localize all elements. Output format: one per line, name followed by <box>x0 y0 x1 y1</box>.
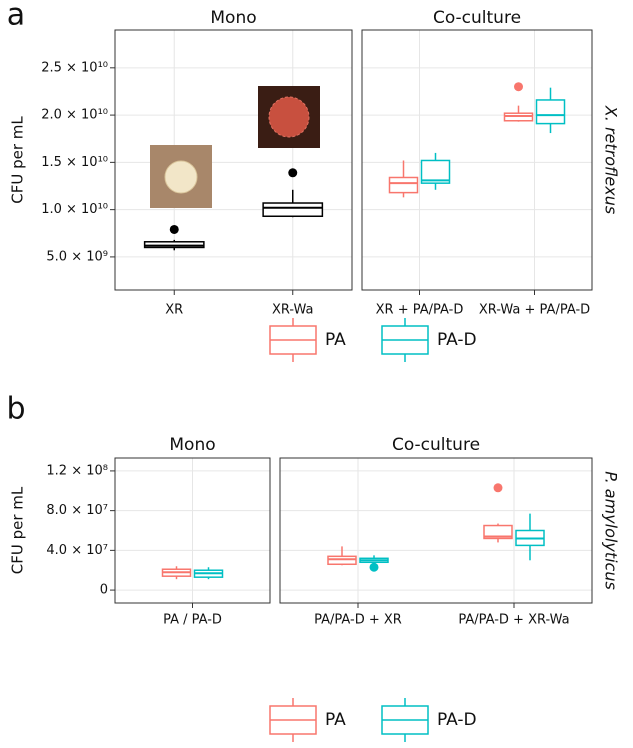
y-tick-label: 4.0 × 10⁷ <box>46 543 108 558</box>
panel-a-photos <box>150 86 320 208</box>
box <box>535 99 566 125</box>
colony <box>268 96 310 138</box>
facet-border <box>279 457 593 604</box>
x-tick-label: XR-Wa + PA/PA-D <box>479 303 590 318</box>
y-axis-title: CFU per mL <box>9 116 27 204</box>
panel-label: a <box>7 0 25 33</box>
box <box>388 176 419 194</box>
y-tick-label: 1.5 × 10¹⁰ <box>41 155 108 170</box>
colony <box>164 160 198 194</box>
facet-title: Co-culture <box>433 8 521 28</box>
x-tick-label: PA/PA-D + XR-Wa <box>458 613 569 628</box>
y-axis-title: CFU per mL <box>9 486 27 574</box>
x-tick-label: PA / PA-D <box>163 613 222 628</box>
y-tick-label: 8.0 × 10⁷ <box>46 503 108 518</box>
y-tick-label: 0 <box>100 583 108 598</box>
row-label: P. amylolyticus <box>602 471 621 590</box>
outlier <box>514 82 523 92</box>
panel-label: b <box>6 392 25 427</box>
y-tick-label: 1.2 × 10⁸ <box>46 463 108 478</box>
y-tick-label: 2.0 × 10¹⁰ <box>41 108 108 123</box>
outlier <box>288 168 298 178</box>
y-tick-label: 2.5 × 10¹⁰ <box>41 60 108 75</box>
facet-title: Mono <box>210 8 256 28</box>
x-tick-label: XR <box>165 303 183 318</box>
y-tick-label: 1.0 × 10¹⁰ <box>41 202 108 217</box>
legend-label: PA-D <box>437 710 477 730</box>
legend-label: PA <box>325 330 346 350</box>
legend-label: PA <box>325 710 346 730</box>
facet-border <box>361 29 593 291</box>
facet-title: Co-culture <box>392 435 480 455</box>
box <box>420 159 451 184</box>
facet-title: Mono <box>169 435 215 455</box>
x-tick-label: XR-Wa <box>272 303 314 318</box>
facet-border <box>114 457 271 604</box>
x-tick-label: PA/PA-D + XR <box>314 613 402 628</box>
row-label: X. retroflexus <box>602 105 621 214</box>
box <box>262 202 324 218</box>
y-tick-label: 5.0 × 10⁹ <box>46 249 108 264</box>
legend-label: PA-D <box>437 330 477 350</box>
outlier <box>369 562 379 572</box>
x-tick-label: XR + PA/PA-D <box>376 303 464 318</box>
facet-border <box>114 29 353 291</box>
outlier <box>169 224 179 234</box>
outlier <box>493 483 503 493</box>
box <box>483 524 513 540</box>
